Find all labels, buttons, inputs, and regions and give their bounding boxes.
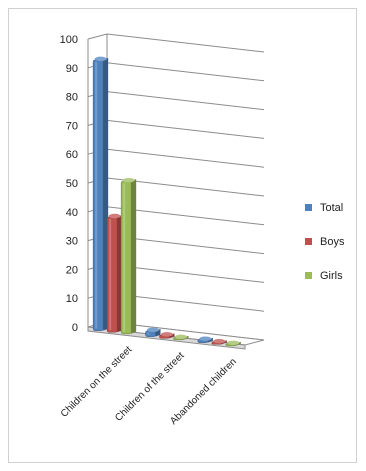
gridline	[87, 62, 265, 82]
legend-item-boys: Boys	[305, 236, 345, 248]
bar-boys-0	[106, 213, 123, 333]
bar-boys-1	[159, 332, 175, 339]
gridline	[87, 91, 265, 111]
y-tick-label: 20	[66, 264, 78, 276]
legend-label: Girls	[320, 270, 343, 282]
bar-girls-0	[120, 177, 137, 335]
bar-girls-1	[173, 334, 189, 341]
gridline	[87, 119, 265, 139]
y-tick-label: 40	[66, 207, 78, 219]
bar-total-2	[197, 336, 213, 343]
y-tick-label: 70	[66, 120, 78, 132]
legend-label: Boys	[320, 236, 345, 248]
y-tick-label: 0	[72, 322, 78, 334]
y-tick-label: 50	[66, 178, 78, 190]
legend-label: Total	[320, 202, 343, 214]
legend-item-total: Total	[305, 202, 343, 214]
bar-total-0	[92, 56, 109, 331]
legend-swatch	[305, 204, 312, 211]
chart-frame	[8, 8, 357, 463]
gridline	[87, 33, 265, 53]
y-tick-label: 100	[60, 34, 78, 46]
y-tick-label: 10	[66, 293, 78, 305]
legend-swatch	[305, 238, 312, 245]
x-category-label: Abandoned children	[168, 356, 239, 427]
gridline	[87, 177, 265, 197]
gridline	[87, 148, 265, 168]
y-tick-label: 30	[66, 236, 78, 248]
legend-swatch	[305, 272, 312, 279]
y-tick-label: 60	[66, 149, 78, 161]
bar-boys-2	[211, 338, 227, 345]
bar-total-1	[145, 327, 161, 337]
legend-item-girls: Girls	[305, 270, 343, 282]
bar-girls-2	[225, 340, 241, 347]
y-tick-label: 90	[66, 63, 78, 75]
y-tick-label: 80	[66, 92, 78, 104]
